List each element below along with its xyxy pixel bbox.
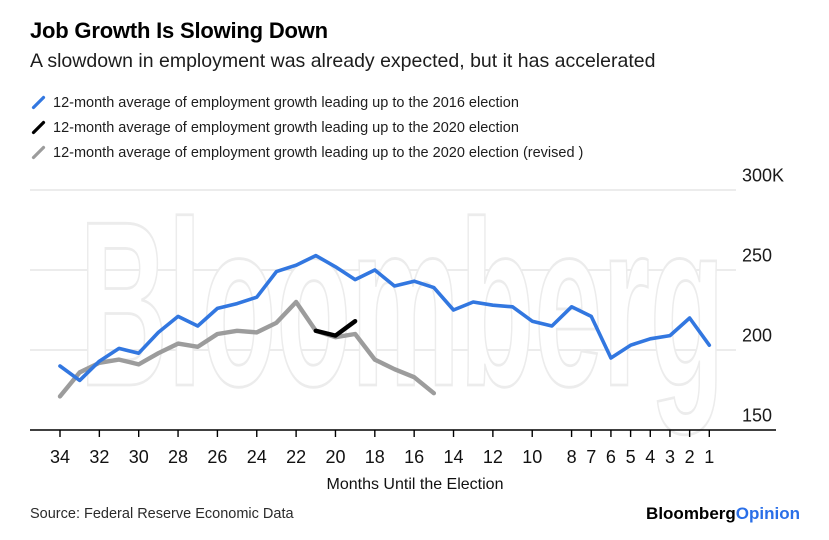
x-axis-tick-label: 12	[483, 447, 503, 467]
y-axis-label: 250	[742, 246, 772, 266]
page-subtitle: A slowdown in employment was already exp…	[30, 50, 656, 72]
x-axis-tick-label: 22	[286, 447, 306, 467]
x-axis-tick-label: 28	[168, 447, 188, 467]
x-axis-tick-label: 1	[704, 447, 714, 467]
legend-item-2020-revised: 12-month average of employment growth le…	[30, 140, 583, 165]
series-line-2020	[313, 319, 358, 338]
x-axis-tick-label: 8	[567, 447, 577, 467]
y-axis-label: 150	[742, 406, 772, 426]
y-axis-label: 200	[742, 326, 772, 346]
x-axis-tick-label: 14	[444, 447, 464, 467]
x-axis-tick-label: 16	[404, 447, 424, 467]
y-axis-label: 300K	[742, 166, 784, 186]
page-title: Job Growth Is Slowing Down	[30, 18, 328, 43]
x-axis-tick-label: 18	[365, 447, 385, 467]
legend-item-2020: 12-month average of employment growth le…	[30, 115, 583, 140]
brand-opinion: Opinion	[735, 504, 800, 523]
slash-icon-gray	[31, 145, 46, 160]
slash-icon-blue	[31, 95, 46, 110]
legend-label-2020: 12-month average of employment growth le…	[53, 119, 519, 136]
legend-item-2016: 12-month average of employment growth le…	[30, 90, 583, 115]
x-axis-tick-label: 6	[606, 447, 616, 467]
x-axis-tick-label: 20	[325, 447, 345, 467]
series-line-2016	[58, 253, 712, 383]
legend: 12-month average of employment growth le…	[30, 90, 583, 165]
x-axis-tick-label: 30	[129, 447, 149, 467]
x-axis-tick-label: 10	[522, 447, 542, 467]
x-axis-tick-label: 26	[207, 447, 227, 467]
x-axis-tick-label: 32	[89, 447, 109, 467]
x-axis-tick-label: 5	[626, 447, 636, 467]
legend-label-2016: 12-month average of employment growth le…	[53, 94, 519, 111]
x-axis-tick-label: 3	[665, 447, 675, 467]
slash-icon-black	[31, 120, 46, 135]
series-line-2020-revised	[57, 299, 437, 399]
bloomberg-opinion-logo: BloombergOpinion	[646, 504, 800, 524]
x-axis-tick-label: 34	[50, 447, 70, 467]
x-axis-tick-label: 2	[685, 447, 695, 467]
bloomberg-watermark: Bloomberg	[80, 172, 725, 435]
x-axis-tick-label: 7	[586, 447, 596, 467]
x-axis-tick-label: 24	[247, 447, 267, 467]
legend-label-2020-revised: 12-month average of employment growth le…	[53, 144, 584, 161]
brand-bloomberg: Bloomberg	[646, 504, 736, 523]
source-note: Source: Federal Reserve Economic Data	[30, 506, 294, 522]
x-axis-tick-label: 4	[645, 447, 655, 467]
x-axis-title: Months Until the Election	[327, 476, 504, 493]
